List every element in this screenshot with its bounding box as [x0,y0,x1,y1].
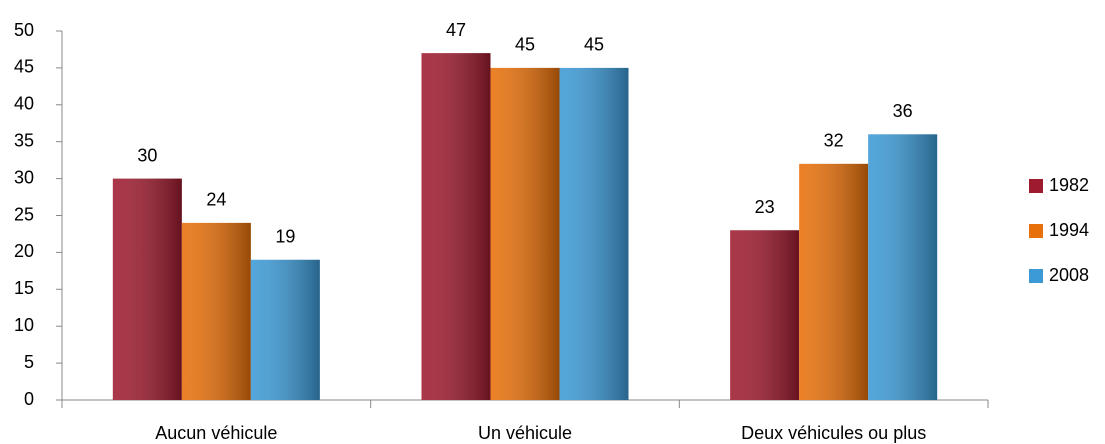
legend-label: 1994 [1049,220,1089,240]
bar-shade [559,67,629,401]
data-label: 23 [755,197,775,217]
bar-shade [112,178,182,400]
x-tick-label: Un véhicule [478,423,572,443]
y-tick-label: 35 [14,130,34,150]
legend-swatch [1029,224,1043,238]
data-label: 24 [206,190,226,210]
data-label: 32 [824,131,844,151]
bar-shade [799,163,869,400]
y-tick-label: 5 [24,352,34,372]
data-label: 47 [446,20,466,40]
legend-label: 1982 [1049,175,1089,195]
bar-shade [868,134,938,400]
bar-shade [181,222,251,400]
data-label: 45 [515,35,535,55]
y-tick-label: 25 [14,204,34,224]
y-tick-label: 10 [14,315,34,335]
x-tick-label: Deux véhicules ou plus [741,423,926,443]
bar-shade [490,67,560,401]
data-label: 30 [137,145,157,165]
bar-shade [421,53,491,400]
legend-swatch [1029,179,1043,193]
y-tick-label: 50 [14,20,34,40]
y-tick-label: 15 [14,278,34,298]
y-tick-label: 0 [24,389,34,409]
y-tick-label: 20 [14,241,34,261]
data-label: 36 [893,101,913,121]
y-tick-label: 40 [14,94,34,114]
legend-label: 2008 [1049,265,1089,285]
y-tick-label: 30 [14,167,34,187]
data-label: 19 [275,227,295,247]
y-tick-label: 45 [14,57,34,77]
legend-swatch [1029,269,1043,283]
bar-shade [730,230,800,400]
data-label: 45 [584,35,604,55]
x-tick-label: Aucun véhicule [155,423,277,443]
bar-shade [250,259,320,400]
